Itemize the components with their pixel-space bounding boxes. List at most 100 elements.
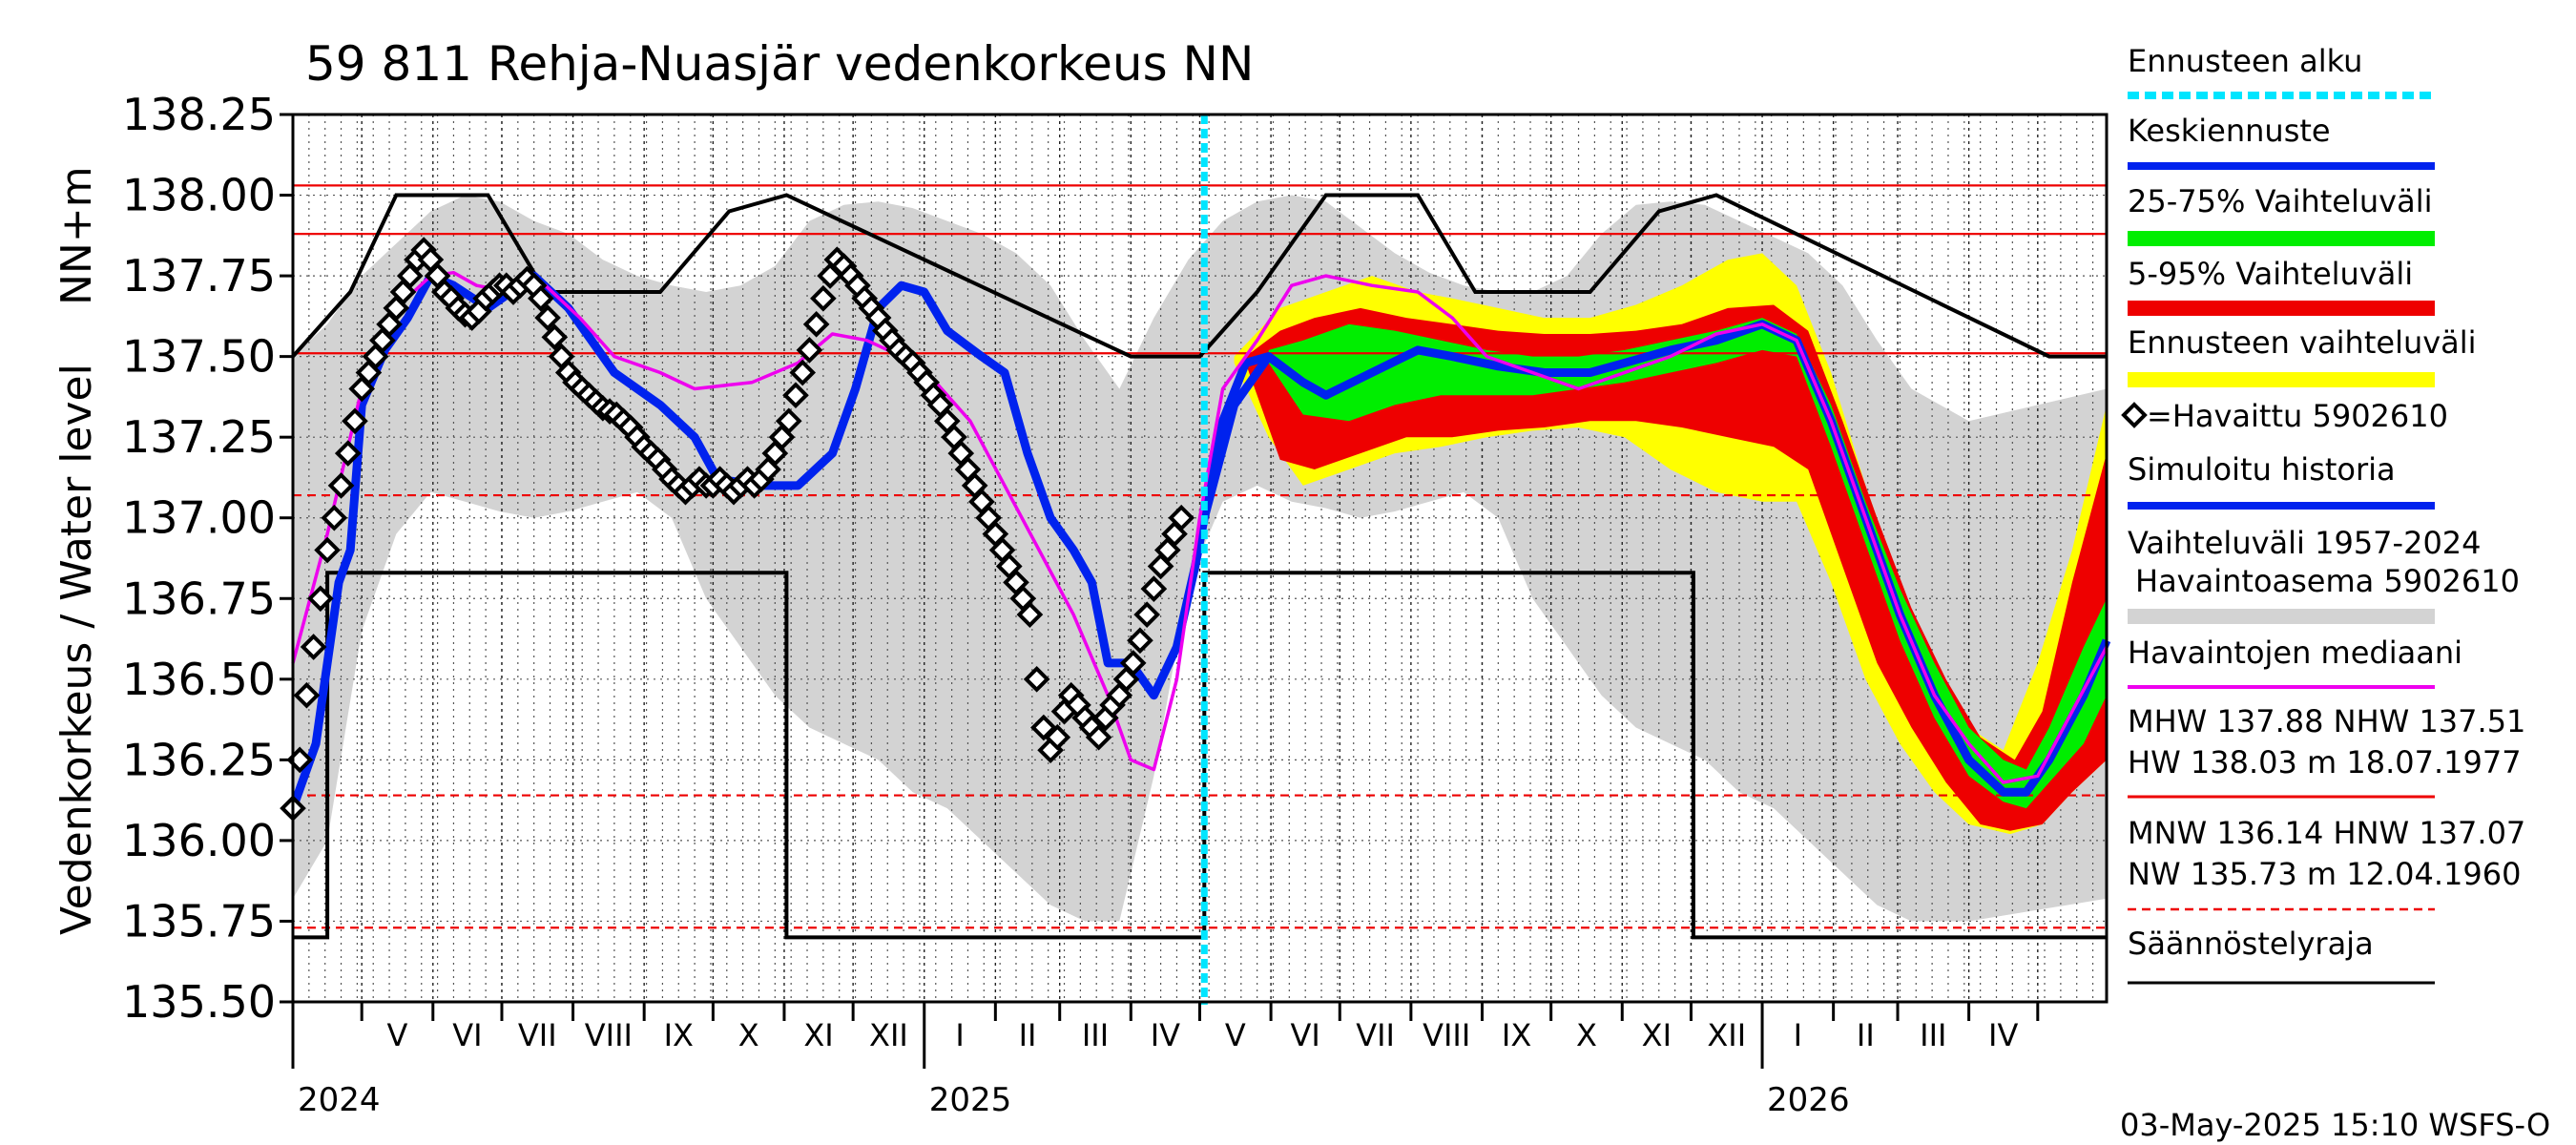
legend-label: Vaihteluväli 1957-2024 <box>2128 525 2482 561</box>
regulation-limit-upper <box>291 193 2107 359</box>
legend-marker-observed <box>2121 402 2148 428</box>
legend-label: Havaintoasema 5902610 <box>2135 563 2520 599</box>
regulation-limit-lower <box>293 571 2107 940</box>
observed-point <box>293 681 321 709</box>
observed-point <box>1140 575 1168 602</box>
observed-point <box>1023 665 1050 693</box>
observed-points <box>280 237 1195 822</box>
x-month-label: I <box>955 1017 964 1053</box>
x-month-label: VIII <box>1423 1017 1470 1053</box>
x-month-label: V <box>387 1017 408 1053</box>
x-month-label: X <box>1576 1017 1597 1053</box>
chart-title: 59 811 Rehja-Nuasjär vedenkorkeus NN <box>305 36 1254 92</box>
legend-label: MHW 137.88 NHW 137.51 <box>2128 703 2525 739</box>
axes: 138.25 138.00 137.75 137.50 137.25 137.00 136.… <box>122 89 2109 1119</box>
x-month-label: II <box>1857 1017 1875 1053</box>
x-month-label: IX <box>664 1017 694 1053</box>
observed-point <box>789 359 817 386</box>
y-tick-label: 137.25 <box>122 411 276 463</box>
legend-label: =Havaittu 5902610 <box>2147 398 2448 434</box>
x-month-label: IX <box>1502 1017 1531 1053</box>
x-month-label: I <box>1794 1017 1802 1053</box>
y-tick-label: 136.25 <box>122 734 276 785</box>
legend-label: NW 135.73 m 12.04.1960 <box>2128 856 2521 892</box>
legend-label: Simuloitu historia <box>2128 451 2396 488</box>
legend-label: Säännöstelyraja <box>2128 926 2374 962</box>
legend-swatch <box>2128 372 2435 387</box>
y-tick-label: 137.75 <box>122 250 276 302</box>
x-month-label: VII <box>518 1017 557 1053</box>
observed-point <box>802 310 830 338</box>
x-year-label: 2025 <box>929 1081 1012 1119</box>
x-month-label: VI <box>1291 1017 1320 1053</box>
observed-point <box>342 407 368 435</box>
legend: Ennusteen alku Keskiennuste 25-75% Vaihtel… <box>2121 43 2525 985</box>
x-month-label: V <box>1225 1017 1246 1053</box>
legend-label: MNW 136.14 HNW 137.07 <box>2128 815 2525 851</box>
simulated-history-line <box>288 271 1270 810</box>
y-tick-label: 137.50 <box>122 331 276 383</box>
x-month-label: X <box>738 1017 759 1053</box>
legend-label: Havaintojen mediaani <box>2128 635 2462 671</box>
x-month-label: IV <box>1988 1017 2018 1053</box>
observed-point <box>334 440 362 467</box>
observed-point <box>1168 504 1195 531</box>
x-month-label: VII <box>1356 1017 1395 1053</box>
y-tick-label: 136.75 <box>122 572 276 624</box>
observed-point <box>775 407 802 435</box>
y-tick-label: 137.00 <box>122 492 276 544</box>
plot-area <box>280 114 2111 1005</box>
y-tick-label: 136.50 <box>122 654 276 705</box>
x-month-label: III <box>1082 1017 1109 1053</box>
observed-point <box>796 337 823 364</box>
y-tick-label: 135.75 <box>122 895 276 947</box>
legend-label: 5-95% Vaihteluväli <box>2128 256 2413 292</box>
x-month-label: IV <box>1151 1017 1180 1053</box>
legend-label: 25-75% Vaihteluväli <box>2128 183 2432 219</box>
y-tick-label: 135.50 <box>122 976 276 1028</box>
x-month-label: VIII <box>585 1017 633 1053</box>
x-month-label: III <box>1920 1017 1946 1053</box>
observed-point <box>1133 601 1160 629</box>
observed-point <box>1119 650 1147 677</box>
observed-point <box>307 585 334 613</box>
y-tick-label: 136.00 <box>122 815 276 866</box>
observed-point <box>541 323 569 351</box>
y-tick-label: 138.00 <box>122 170 276 221</box>
y-axis-label: Vedenkorkeus / Water level <box>52 364 101 935</box>
observed-point <box>782 382 809 409</box>
median-line <box>291 270 2109 784</box>
legend-label: HW 138.03 m 18.07.1977 <box>2128 744 2522 781</box>
observed-point <box>300 634 327 660</box>
x-year-label: 2024 <box>298 1081 381 1119</box>
x-month-label: II <box>1019 1017 1037 1053</box>
x-year-label: 2026 <box>1767 1081 1850 1119</box>
observed-point <box>314 536 341 564</box>
observed-point <box>321 504 348 531</box>
observed-point <box>534 304 561 331</box>
legend-swatch <box>2128 609 2435 624</box>
observed-point <box>528 284 554 312</box>
footer-timestamp: 03-May-2025 15:10 WSFS-O <box>2120 1107 2550 1143</box>
band-25-75 <box>1268 318 2107 809</box>
x-month-label: VI <box>452 1017 482 1053</box>
x-month-label: XI <box>803 1017 833 1053</box>
observed-point <box>1016 601 1044 629</box>
legend-label: Ennusteen vaihteluväli <box>2128 324 2477 361</box>
legend-swatch <box>2128 301 2435 316</box>
x-month-label: XII <box>1707 1017 1746 1053</box>
y-tick-label: 138.25 <box>122 89 276 140</box>
observed-point <box>327 472 355 499</box>
x-month-label: XI <box>1642 1017 1672 1053</box>
legend-swatch <box>2128 231 2435 246</box>
observed-point <box>1127 627 1153 655</box>
x-month-label: XII <box>869 1017 908 1053</box>
grid-lines <box>292 114 2107 1003</box>
legend-label: Ennusteen alku <box>2128 43 2362 79</box>
observed-point <box>1085 723 1112 751</box>
y-axis-unit-label: NN+m <box>52 166 101 305</box>
legend-label: Keskiennuste <box>2128 113 2331 149</box>
observed-point <box>1044 723 1071 751</box>
observed-point <box>810 284 837 312</box>
